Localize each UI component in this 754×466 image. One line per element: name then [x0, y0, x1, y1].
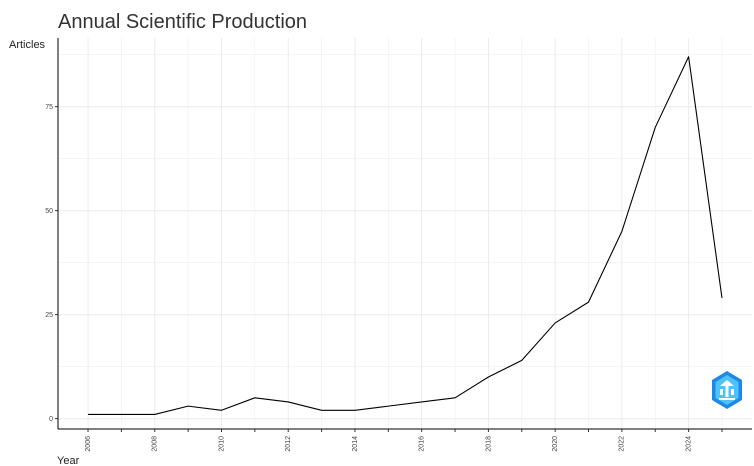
- y-tick-label: 50: [45, 208, 53, 215]
- tick-labels: 0 25 50 75 2006 2008 2010 2012 2014 2016 2018 2020 2…: [45, 104, 692, 451]
- x-tick-label: 2016: [419, 436, 426, 452]
- x-tick-label: 2022: [619, 436, 626, 452]
- x-tick-label: 2010: [218, 436, 225, 452]
- x-tick-label: 2020: [552, 436, 559, 452]
- x-tick-label: 2014: [352, 436, 359, 452]
- x-tick-label: 2006: [85, 436, 92, 452]
- series-layer: [88, 56, 723, 415]
- grid: [58, 38, 752, 429]
- axes: [55, 38, 752, 432]
- y-tick-label: 25: [45, 312, 53, 319]
- y-tick-label: 75: [45, 104, 53, 111]
- x-tick-label: 2024: [685, 436, 692, 452]
- x-axis-title: Year: [57, 455, 80, 466]
- y-tick-label: 0: [49, 416, 53, 423]
- x-tick-label: 2008: [152, 436, 159, 452]
- x-tick-label: 2012: [285, 436, 292, 452]
- series-line: [88, 56, 723, 415]
- y-axis-title: Articles: [9, 39, 46, 51]
- chart-title: Annual Scientific Production: [58, 11, 307, 33]
- bibliometrix-logo-icon: [712, 371, 742, 409]
- x-tick-label: 2018: [485, 436, 492, 452]
